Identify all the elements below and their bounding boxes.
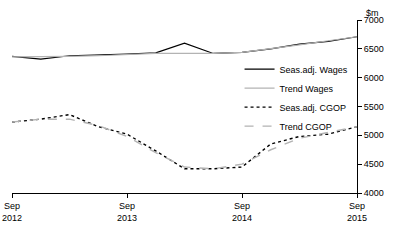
- svg-text:Sep2014: Sep2014: [232, 201, 252, 223]
- svg-text:Seas.adj. CGOP: Seas.adj. CGOP: [280, 103, 347, 113]
- svg-text:4500: 4500: [364, 159, 384, 169]
- svg-text:7000: 7000: [364, 15, 384, 25]
- svg-text:6000: 6000: [364, 73, 384, 83]
- svg-text:Sep2013: Sep2013: [117, 201, 137, 223]
- svg-text:5500: 5500: [364, 102, 384, 112]
- svg-text:Sep2015: Sep2015: [347, 201, 367, 223]
- svg-text:Seas.adj. Wages: Seas.adj. Wages: [280, 65, 348, 75]
- svg-text:Trend CGOP: Trend CGOP: [280, 122, 332, 132]
- svg-text:$m: $m: [366, 8, 379, 18]
- svg-text:Trend Wages: Trend Wages: [280, 84, 334, 94]
- svg-text:4000: 4000: [364, 188, 384, 198]
- svg-text:5000: 5000: [364, 130, 384, 140]
- svg-text:Sep2012: Sep2012: [2, 201, 22, 223]
- svg-text:6500: 6500: [364, 44, 384, 54]
